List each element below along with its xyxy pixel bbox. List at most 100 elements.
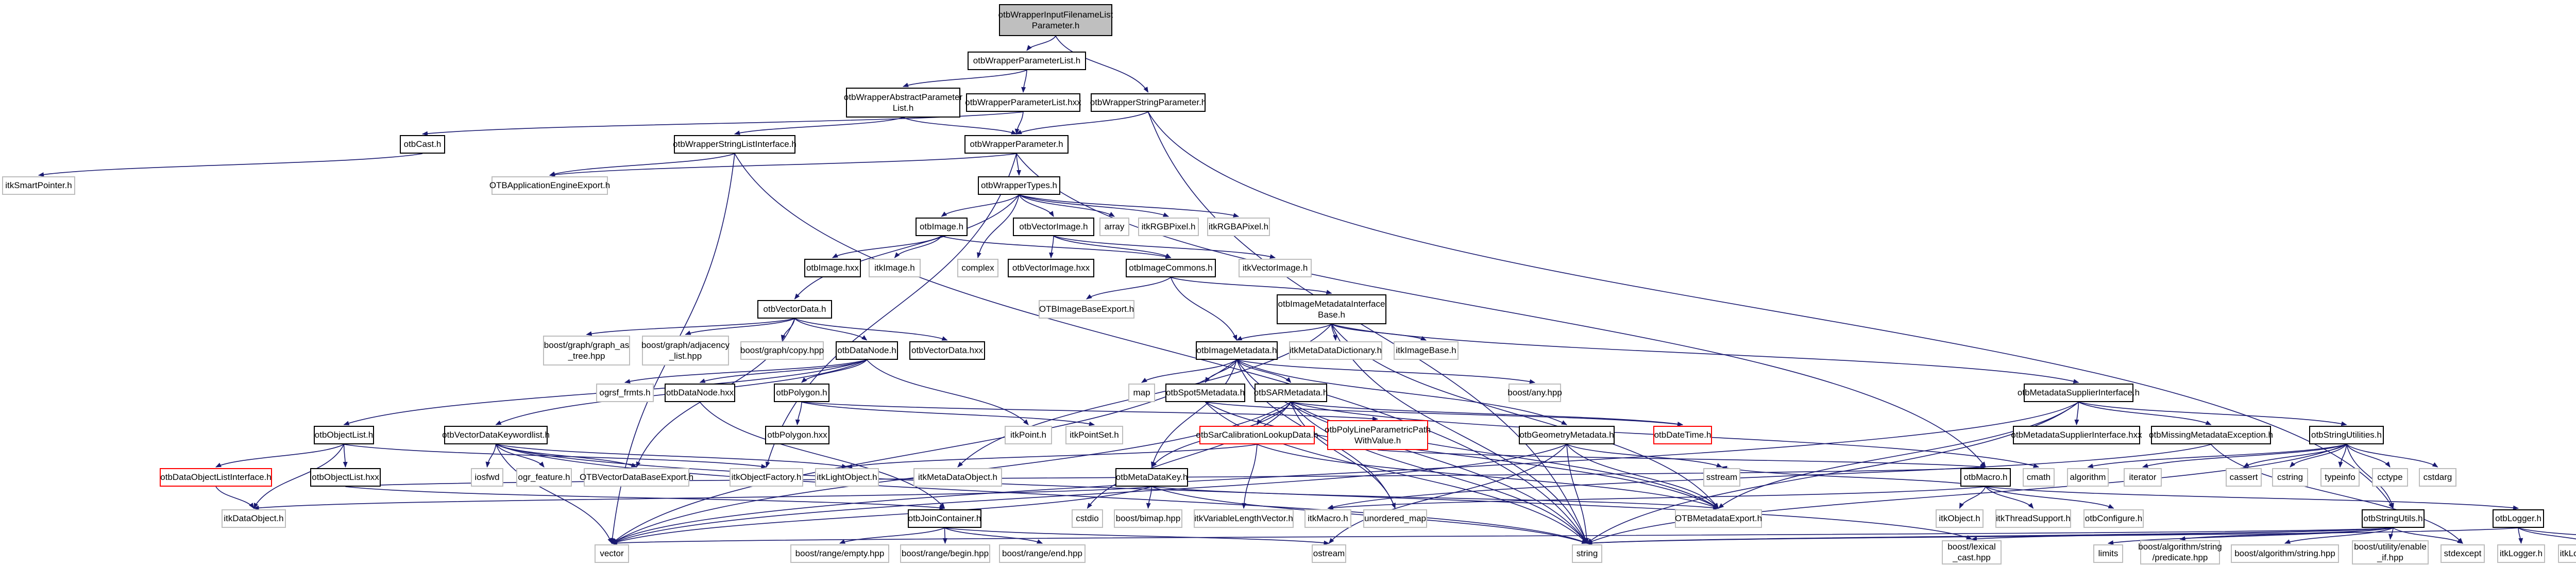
node-sstream: sstream xyxy=(1703,468,1740,487)
include-edge xyxy=(903,117,1018,135)
include-edge xyxy=(685,318,795,335)
node-otbimage-h[interactable]: otbImage.h xyxy=(916,218,968,236)
node-otbvectordata-h[interactable]: otbVectorData.h xyxy=(757,300,832,319)
include-edge xyxy=(2074,402,2079,426)
include-edge xyxy=(549,153,1017,177)
include-edge xyxy=(1019,194,1115,217)
include-edge xyxy=(794,194,1020,300)
node-otblogger-h[interactable]: otbLogger.h xyxy=(2493,509,2544,528)
node-otbsarcalibrationlookupdata-h[interactable]: otbSarCalibrationLookupData.h xyxy=(1196,426,1318,444)
node-otbvectordata-hxx[interactable]: otbVectorData.hxx xyxy=(909,341,985,360)
node-otbvectorimage-h[interactable]: otbVectorImage.h xyxy=(1013,218,1094,236)
node-otbwrapperstringlistinterface-h[interactable]: otbWrapperStringListInterface.h xyxy=(673,135,796,154)
node-otbobjectlist-h[interactable]: otbObjectList.h xyxy=(314,426,374,444)
node-otbpolylineparametricpathwithvalue-h[interactable]: otbPolyLineParametricPath WithValue.h xyxy=(1325,420,1431,450)
include-edge xyxy=(1016,153,1986,468)
include-edge xyxy=(1141,359,1237,383)
include-edge xyxy=(1566,444,1589,544)
include-edge xyxy=(1327,486,1986,510)
node-itklightobject-h: itkLightObject.h xyxy=(815,468,879,487)
node-otbsarmetadata-h[interactable]: otbSARMetadata.h xyxy=(1254,384,1328,402)
node-ogrsf-frmts-h: ogrsf_frmts.h xyxy=(596,384,654,402)
node-otbdatanode-hxx[interactable]: otbDataNode.hxx xyxy=(665,384,735,402)
include-edge xyxy=(1205,402,1684,427)
node-otbwrapperparameter-h[interactable]: otbWrapperParameter.h xyxy=(964,135,1069,154)
node-typeinfo: typeinfo xyxy=(2320,468,2360,487)
include-edge xyxy=(1377,450,1987,469)
node-otbimage-hxx[interactable]: otbImage.hxx xyxy=(804,259,861,277)
include-edge xyxy=(344,444,767,469)
include-edge xyxy=(977,194,1020,259)
node-otbdatetime-h[interactable]: otbDateTime.h xyxy=(1653,426,1712,444)
node-otbimagecommons-h[interactable]: otbImageCommons.h xyxy=(1126,259,1216,277)
include-edge xyxy=(894,236,942,258)
include-edge xyxy=(2518,527,2576,540)
node-iosfwd: iosfwd xyxy=(471,468,503,487)
node-itkobject-h: itkObject.h xyxy=(1936,509,1984,528)
node-otbcast-h[interactable]: otbCast.h xyxy=(400,135,445,154)
include-edge xyxy=(549,153,735,176)
node-otbmetadatasupplierinterface-hxx[interactable]: otbMetadataSupplierInterface.hxx xyxy=(2011,426,2142,444)
node-otbimagemetadatainterfacebase-h[interactable]: otbImageMetadataInterface Base.h xyxy=(1277,294,1386,324)
node-otbdatanode-h[interactable]: otbDataNode.h xyxy=(836,341,898,360)
node-otbdataobjectlistinterface-h[interactable]: otbDataObjectListInterface.h xyxy=(160,468,272,487)
include-edge xyxy=(215,486,255,509)
node-map: map xyxy=(1128,384,1155,402)
node-otbobjectlist-hxx[interactable]: otbObjectList.hxx xyxy=(310,468,381,487)
node-boost-lexical-cast-hpp: boost/lexical _cast.hpp xyxy=(1942,540,2002,564)
include-edge xyxy=(866,359,1029,425)
node-stdexcept: stdexcept xyxy=(2441,544,2485,563)
node-otbimagemetadata-h[interactable]: otbImageMetadata.h xyxy=(1196,341,1278,360)
node-itkobjectfactory-h: itkObjectFactory.h xyxy=(730,468,803,487)
include-edge xyxy=(1014,111,1024,135)
include-edge xyxy=(1959,486,1986,509)
node-cstdio: cstdio xyxy=(1072,509,1103,528)
node-otbmetadatakey-h[interactable]: otbMetaDataKey.h xyxy=(1115,468,1188,487)
include-edge xyxy=(345,486,945,510)
include-edge xyxy=(1566,444,1723,468)
include-edge xyxy=(1048,236,1054,259)
include-edge xyxy=(1291,402,1684,426)
node-boost-range-begin-hpp: boost/range/begin.hpp xyxy=(900,544,990,563)
include-edge xyxy=(1331,324,1588,544)
node-otbmetadatasupplierinterface-h[interactable]: otbMetadataSupplierInterface.h xyxy=(2018,384,2140,402)
node-otbpolygon-h[interactable]: otbPolygon.h xyxy=(774,384,829,402)
node-otbapplicationengineexport-h: OTBApplicationEngineExport.h xyxy=(489,176,610,195)
node-otbwrapperstringparameter-h[interactable]: otbWrapperStringParameter.h xyxy=(1090,93,1206,112)
node-otbstringutils-h[interactable]: otbStringUtils.h xyxy=(2362,509,2425,528)
node-ostream: ostream xyxy=(1312,544,1346,563)
node-otbwrapperabstractparameterlist-h[interactable]: otbWrapperAbstractParameter List.h xyxy=(844,88,962,118)
include-edge xyxy=(941,194,1020,217)
node-otbvectorimage-hxx[interactable]: otbVectorImage.hxx xyxy=(1008,259,1094,277)
node-otbstringutilities-h[interactable]: otbStringUtilities.h xyxy=(2309,426,2384,444)
node-otbgeometrymetadata-h[interactable]: otbGeometryMetadata.h xyxy=(1519,426,1615,444)
node-boost-graph-adjacency-list-hpp: boost/graph/adjacency _list.hpp xyxy=(641,336,730,365)
include-edge xyxy=(2518,527,2523,544)
node-otbspot5metadata-h[interactable]: otbSpot5Metadata.h xyxy=(1165,384,1245,402)
node-algorithm: algorithm xyxy=(2067,468,2109,487)
include-edge xyxy=(839,527,945,544)
node-otbwrapperinputfilenamelistparameter-h[interactable]: otbWrapperInputFilenameList Parameter.h xyxy=(998,4,1113,36)
node-otbwrapperparameterlist-h[interactable]: otbWrapperParameterList.h xyxy=(968,52,1086,70)
include-edge xyxy=(1586,444,2347,544)
include-edge xyxy=(699,402,945,509)
include-edge xyxy=(586,318,795,336)
include-edge xyxy=(1055,36,1149,93)
node-boost-graph-copy-hpp: boost/graph/copy.hpp xyxy=(740,341,824,360)
node-otbmacro-h[interactable]: otbMacro.h xyxy=(1960,468,2011,487)
node-boost-range-empty-hpp: boost/range/empty.hpp xyxy=(790,544,889,563)
include-edge xyxy=(2078,402,2347,426)
node-itkthreadsupport-h: itkThreadSupport.h xyxy=(1995,509,2071,528)
include-edge xyxy=(2142,444,2347,468)
include-edge xyxy=(734,153,1588,544)
node-otbpolygon-hxx[interactable]: otbPolygon.hxx xyxy=(765,426,829,444)
node-otbmissingmetadataexception-h[interactable]: otbMissingMetadataException.h xyxy=(2149,426,2273,444)
include-edge xyxy=(2346,444,2438,468)
include-edge xyxy=(2346,444,2394,509)
node-otbjoincontainer-h[interactable]: otbJoinContainer.h xyxy=(908,509,981,528)
node-otbwrappertypes-h[interactable]: otbWrapperTypes.h xyxy=(978,176,1060,195)
node-otbvectordatakeywordlist-h[interactable]: otbVectorDataKeywordlist.h xyxy=(442,426,550,444)
include-edge xyxy=(495,444,545,468)
node-otbwrapperparameterlist-hxx[interactable]: otbWrapperParameterList.hxx xyxy=(965,93,1081,112)
include-edge xyxy=(1151,486,1719,510)
